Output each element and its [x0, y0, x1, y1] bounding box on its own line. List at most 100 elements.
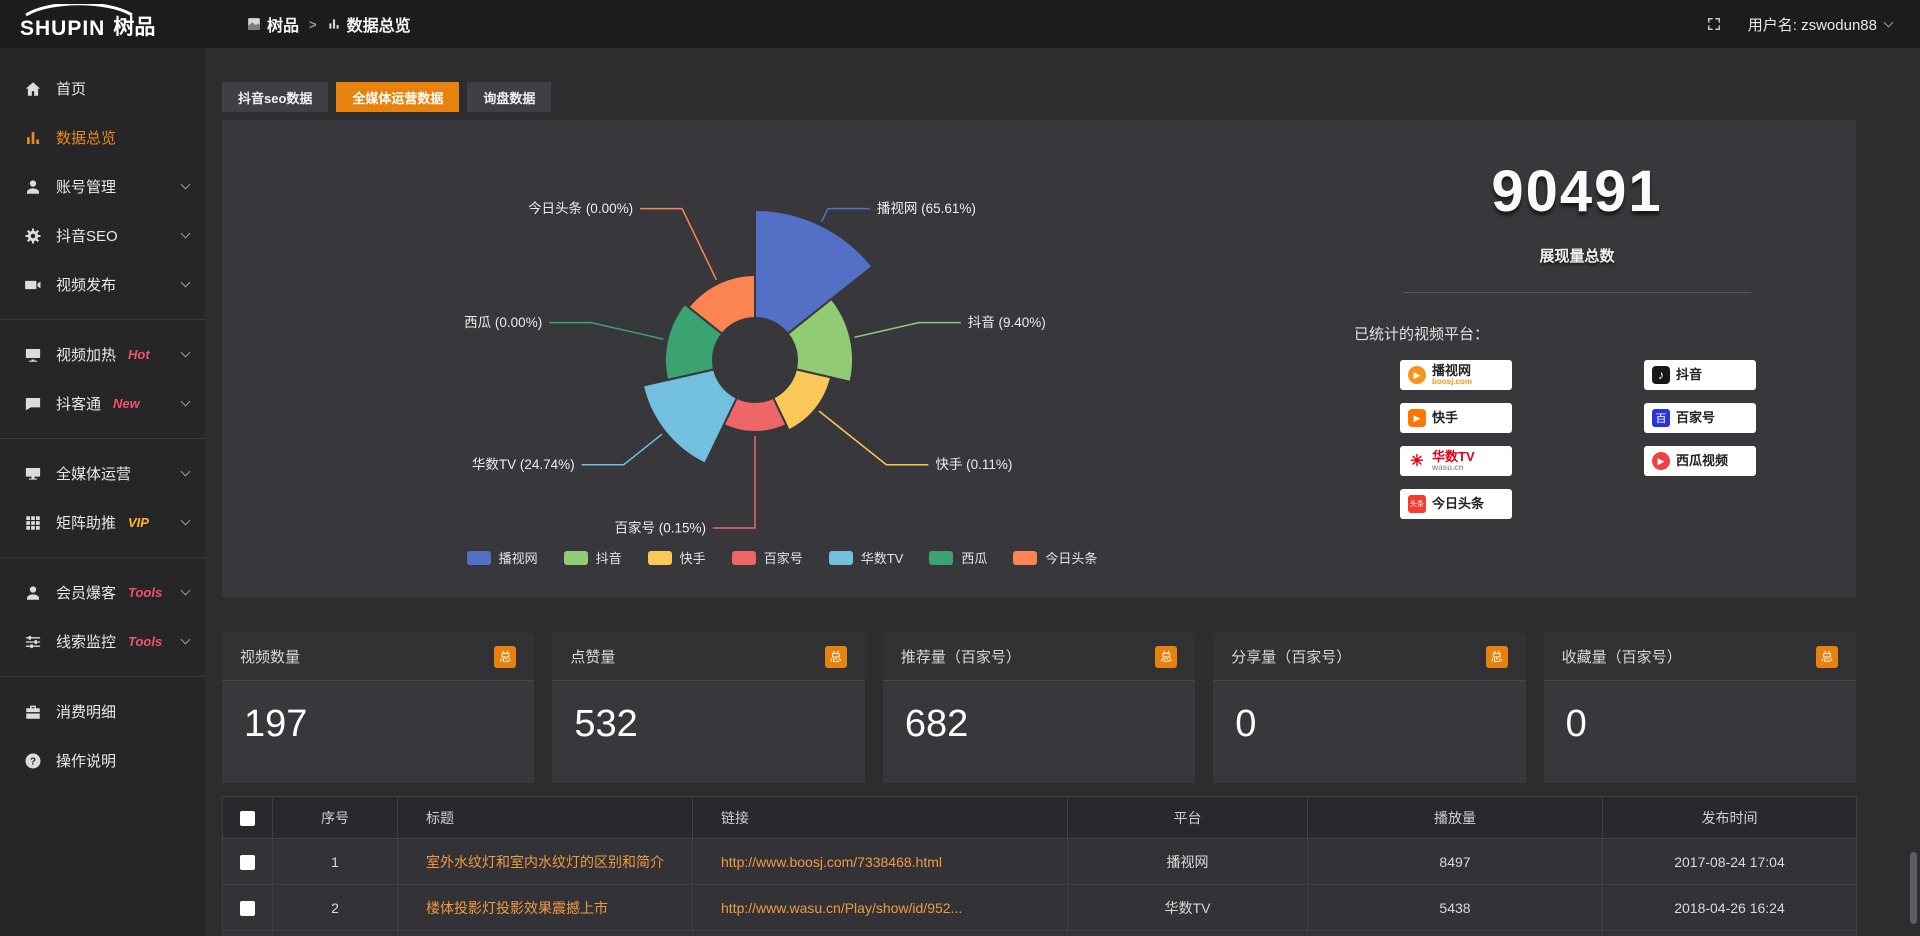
legend-chip — [828, 550, 853, 565]
video-title-link[interactable]: 楼体投影灯投影效果震撼上市 — [397, 884, 693, 931]
sidebar-item-instructions[interactable]: ? 操作说明 — [0, 736, 205, 785]
sidebar-item-douyin-seo[interactable]: 抖音SEO — [0, 211, 205, 260]
new-tag: New — [113, 396, 140, 411]
summary-divider — [1403, 292, 1751, 293]
sliders-icon — [24, 633, 42, 651]
stat-value: 197 — [244, 703, 308, 745]
user-menu[interactable]: 用户名: zswodun88 — [1748, 14, 1894, 35]
breadcrumb-current[interactable]: 数据总览 — [327, 12, 411, 36]
legend-label: 播视网 — [498, 551, 538, 566]
legend-item-华数TV[interactable]: 华数TV — [828, 548, 904, 567]
pie-slice-华数TV[interactable] — [641, 368, 739, 465]
bar-chart-icon — [24, 129, 42, 147]
legend-item-抖音[interactable]: 抖音 — [563, 548, 622, 567]
legend-item-今日头条[interactable]: 今日头条 — [1013, 548, 1097, 567]
boosj-logo: ▶ — [1408, 366, 1426, 384]
pie-slice-抖音[interactable] — [786, 297, 854, 384]
chat-icon — [24, 395, 42, 413]
main-content: 抖音seo数据 全媒体运营数据 询盘数据 播视网 (65.61%) 抖音 (9.4… — [205, 48, 1920, 936]
platform-badge-boosj: ▶ 播视网 boosj.com — [1400, 360, 1512, 390]
sidebar-item-accounts[interactable]: 账号管理 — [0, 162, 205, 211]
sidebar-item-omnimedia[interactable]: 全媒体运营 — [0, 449, 205, 498]
app-logo: SHUPIN 树品 — [0, 0, 205, 48]
row-platform: 播视网 — [1067, 838, 1308, 885]
total-badge[interactable]: 总 — [824, 645, 847, 668]
pie-label-line — [549, 321, 664, 340]
platform-badges: ▶ 播视网 boosj.com ♪ 抖音 ▶ 快手 百 百家号 ✳ 华数TV w — [1400, 360, 1832, 519]
video-url-link[interactable]: http://www.wasu.cn/Play/show/id/952... — [692, 884, 1068, 931]
videos-table: 序号 标题 链接 平台 播放量 发布时间 1 室外水纹灯和室内水纹灯的区别和简介… — [222, 796, 1857, 936]
select-all-checkbox[interactable] — [240, 810, 255, 826]
chart-legend: 播视网 抖音 快手 百家号 华数TV 西瓜 今日头条 — [222, 548, 1342, 567]
vip-tag: VIP — [128, 515, 149, 530]
top-header: SHUPIN 树品 树品 > 数据总览 用户名: zswodun88 — [0, 0, 1920, 48]
tab-omnimedia-data[interactable]: 全媒体运营数据 — [336, 82, 460, 112]
sidebar-item-video-heat[interactable]: 视频加热 Hot — [0, 330, 205, 379]
col-plays: 播放量 — [1307, 796, 1603, 839]
sidebar-item-clue-monitor[interactable]: 线索监控 Tools — [0, 617, 205, 666]
chevron-down-icon — [180, 466, 191, 477]
pie-slice-今日头条[interactable] — [687, 273, 756, 336]
user-icon — [24, 178, 42, 196]
video-url-link[interactable]: http://www.boosj.com/7338468.html — [692, 838, 1068, 885]
stat-card-favorites: 收藏量（百家号）总 0 — [1543, 633, 1857, 783]
row-plays: 8497 — [1307, 838, 1603, 885]
legend-item-百家号[interactable]: 百家号 — [731, 548, 803, 567]
total-badge[interactable]: 总 — [1816, 645, 1839, 668]
pie-label: 西瓜 (0.00%) — [464, 315, 542, 330]
row-checkbox[interactable] — [240, 900, 255, 916]
chevron-down-icon — [180, 277, 191, 288]
col-publish-time: 发布时间 — [1602, 796, 1857, 839]
video-title-link[interactable]: 室外水纹灯和室内水纹灯的区别和简介 — [397, 838, 693, 885]
chevron-down-icon — [180, 515, 191, 526]
grid-icon — [24, 514, 42, 532]
fullscreen-icon[interactable] — [1706, 16, 1722, 32]
sidebar-item-video-publish[interactable]: 视频发布 — [0, 260, 205, 309]
table-row: 1 室外水纹灯和室内水纹灯的区别和简介 http://www.boosj.com… — [222, 838, 1857, 885]
legend-chip — [1013, 550, 1038, 565]
sidebar-item-data-overview[interactable]: 数据总览 — [0, 113, 205, 162]
page-scrollbar[interactable] — [1910, 852, 1917, 924]
tab-douyin-seo-data[interactable]: 抖音seo数据 — [222, 82, 329, 112]
pie-label-line — [821, 207, 870, 222]
pie-label: 华数TV (24.74%) — [472, 457, 575, 472]
legend-label: 西瓜 — [961, 551, 988, 566]
sidebar-item-doketong[interactable]: 抖客通 New — [0, 379, 205, 428]
legend-item-快手[interactable]: 快手 — [647, 548, 706, 567]
pie-label-line — [640, 207, 718, 281]
platform-badge-baijiahao: 百 百家号 — [1644, 403, 1756, 433]
logo-text-cn: 树品 — [113, 16, 156, 39]
sidebar-item-home[interactable]: 首页 — [0, 64, 205, 113]
stat-value: 532 — [574, 703, 638, 745]
sidebar-item-spending-details[interactable]: 消费明细 — [0, 687, 205, 736]
total-badge[interactable]: 总 — [494, 645, 517, 668]
baijiahao-logo: 百 — [1652, 409, 1670, 427]
legend-label: 华数TV — [860, 551, 904, 566]
chevron-down-icon — [180, 634, 191, 645]
total-badge[interactable]: 总 — [1485, 645, 1508, 668]
legend-chip — [466, 550, 491, 565]
legend-item-播视网[interactable]: 播视网 — [466, 548, 538, 567]
pie-slice-快手[interactable] — [771, 368, 833, 432]
stat-value: 0 — [1565, 703, 1587, 745]
tab-inquiry-data[interactable]: 询盘数据 — [467, 82, 552, 112]
member-icon — [24, 584, 42, 602]
pie-label-line — [581, 433, 663, 466]
douyin-logo: ♪ — [1652, 366, 1670, 384]
platform-badge-kuaishou: ▶ 快手 — [1400, 403, 1512, 433]
row-checkbox[interactable] — [240, 854, 255, 870]
total-badge[interactable]: 总 — [1155, 645, 1178, 668]
sidebar-item-matrix-boost[interactable]: 矩阵助推 VIP — [0, 498, 205, 547]
svg-text:?: ? — [30, 756, 36, 767]
sidebar-divider — [0, 557, 205, 558]
pie-label: 百家号 (0.15%) — [614, 520, 706, 536]
pie-slice-播视网[interactable] — [754, 208, 874, 336]
kuaishou-logo: ▶ — [1408, 409, 1426, 427]
logo-arc — [25, 4, 133, 16]
sidebar-item-member-leads[interactable]: 会员爆客 Tools — [0, 568, 205, 617]
row-publish-time: 2017-08-24 17:04 — [1602, 838, 1857, 885]
legend-item-西瓜[interactable]: 西瓜 — [929, 548, 987, 567]
rose-pie-chart: 播视网 (65.61%) 抖音 (9.40%) 快手 (0.11%) 百家号 (0.1… — [222, 120, 1342, 598]
sidebar-divider — [0, 319, 205, 320]
breadcrumb-root[interactable]: 树品 — [247, 12, 299, 36]
